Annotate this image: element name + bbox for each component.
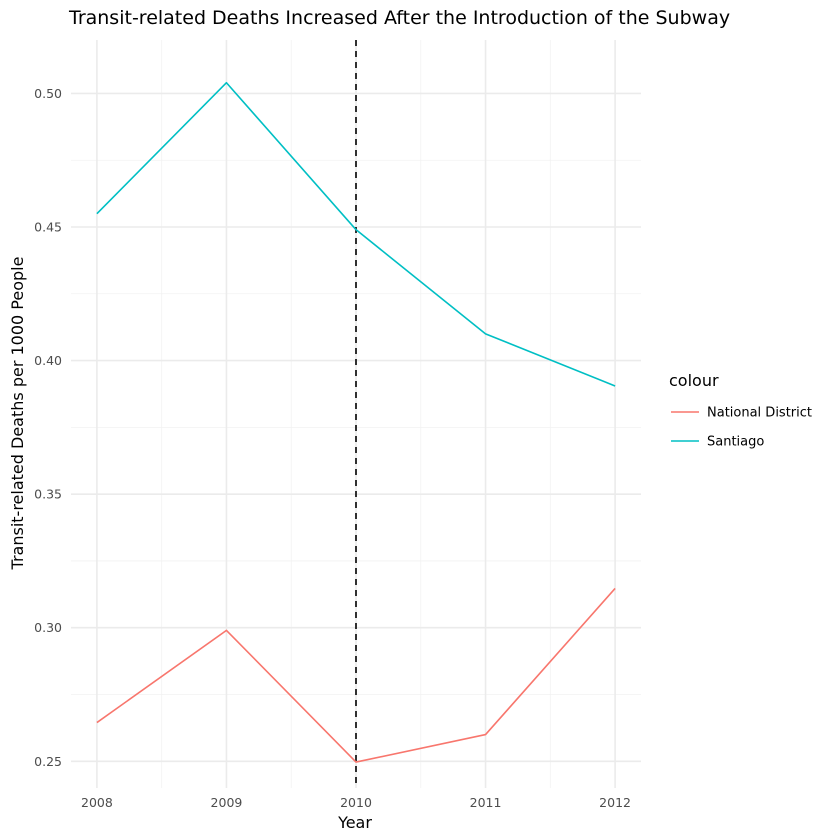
series-line-santiago — [96, 81, 616, 387]
y-tick-labels: 0.25 0.30 0.35 0.40 0.45 0.50 — [34, 86, 62, 769]
x-tick-label: 2008 — [81, 795, 113, 810]
legend-items: National District Santiago — [671, 406, 812, 450]
y-axis-title: Transit-related Deaths per 1000 People — [8, 257, 27, 571]
legend-title: colour — [669, 371, 719, 390]
y-tick-label: 0.35 — [34, 487, 62, 502]
y-tick-label: 0.25 — [34, 754, 62, 769]
series-layer — [96, 81, 616, 763]
x-axis-title: Year — [337, 813, 372, 832]
y-tick-label: 0.40 — [34, 353, 62, 368]
series-line-national-district — [96, 587, 616, 763]
x-tick-label: 2010 — [340, 795, 372, 810]
chart-title: Transit-related Deaths Increased After t… — [68, 7, 730, 29]
legend-label: Santiago — [707, 435, 764, 450]
x-tick-label: 2012 — [599, 795, 631, 810]
y-tick-label: 0.50 — [34, 86, 62, 101]
y-tick-label: 0.45 — [34, 220, 62, 235]
x-tick-label: 2009 — [211, 795, 243, 810]
x-tick-label: 2011 — [470, 795, 502, 810]
legend-label: National District — [707, 406, 812, 421]
y-tick-label: 0.30 — [34, 620, 62, 635]
legend: colour National District Santiago — [669, 371, 812, 450]
x-tick-labels: 2008 2009 2010 2011 2012 — [81, 795, 631, 810]
